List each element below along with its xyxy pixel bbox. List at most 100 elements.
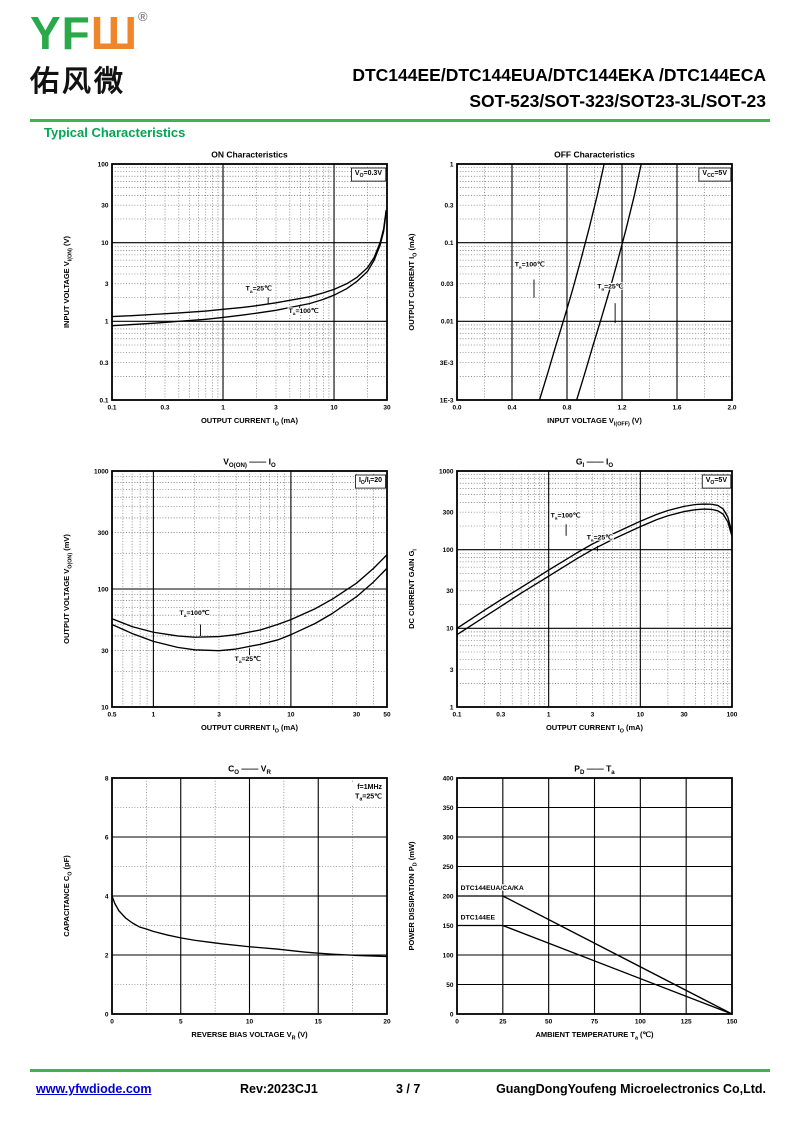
svg-text:50: 50 bbox=[545, 1019, 553, 1026]
svg-text:150: 150 bbox=[727, 1019, 738, 1026]
svg-text:125: 125 bbox=[681, 1019, 692, 1026]
chart-canvas: 0 25 50 75 100 125 150 0 50 100 150 200 250 300 350 400… bbox=[407, 764, 738, 1042]
svg-text:f=1MHz: f=1MHz bbox=[357, 784, 382, 791]
y-tick-labels: 0 2 4 6 8 bbox=[105, 775, 109, 1018]
svg-text:5: 5 bbox=[179, 1019, 183, 1026]
svg-text:0.5: 0.5 bbox=[107, 712, 116, 719]
y-tick-labels: 1E-3 3E-3 0.01 0.03 0.1 0.3 1 bbox=[440, 161, 454, 404]
svg-text:30: 30 bbox=[353, 712, 361, 719]
series-label: Ta=25℃ bbox=[246, 285, 272, 295]
svg-text:4: 4 bbox=[105, 893, 109, 900]
x-tick-labels: 0 25 50 75 100 125 150 bbox=[455, 1019, 738, 1026]
series-ta-100c bbox=[456, 503, 733, 629]
svg-text:0.8: 0.8 bbox=[562, 405, 571, 412]
logo-text-orange: Ш bbox=[90, 7, 139, 59]
chart-title: CO —— VR bbox=[228, 764, 271, 777]
series-label: Ta=25℃ bbox=[587, 533, 613, 543]
y-axis-label: INPUT VOLTAGE VI(ON) (V) bbox=[62, 235, 73, 328]
y-tick-labels: 0.1 0.3 1 3 10 30 100 bbox=[98, 161, 109, 404]
svg-text:100: 100 bbox=[727, 712, 738, 719]
svg-text:1000: 1000 bbox=[439, 468, 454, 475]
svg-text:2: 2 bbox=[105, 952, 109, 959]
svg-text:3E-3: 3E-3 bbox=[440, 360, 454, 367]
condition-annotation: VO=0.3V bbox=[351, 167, 387, 182]
section-title: Typical Characteristics bbox=[44, 125, 186, 140]
svg-text:0.1: 0.1 bbox=[107, 405, 116, 412]
svg-text:1.6: 1.6 bbox=[672, 405, 681, 412]
y-axis-label: OUTPUT VOLTAGE VO(ON) (mV) bbox=[62, 534, 73, 644]
chart-canvas: 0.0 0.4 0.8 1.2 1.6 2.0 1E-3 3E-3 0.01 0.03 0.1 0.3… bbox=[407, 150, 737, 428]
chart-off-characteristics: 0.0 0.4 0.8 1.2 1.6 2.0 1E-3 3E-3 0.01 0.03 0.1 0.3… bbox=[401, 148, 746, 440]
svg-text:30: 30 bbox=[383, 405, 391, 412]
svg-text:300: 300 bbox=[443, 834, 454, 841]
website-link[interactable]: www.yfwdiode.com bbox=[36, 1082, 152, 1096]
chart-canvas: 0.1 0.3 1 3 10 30 0.1 0.3 1 3 10 30 100 OUTPUT CURREN… bbox=[62, 150, 391, 428]
series-ta-100c bbox=[111, 211, 387, 327]
svg-text:3: 3 bbox=[591, 712, 595, 719]
chart-title: GI —— IO bbox=[576, 457, 613, 470]
svg-text:0.01: 0.01 bbox=[441, 319, 454, 326]
yfw-logo: YFШ® 佑风微 bbox=[30, 10, 149, 100]
svg-text:3: 3 bbox=[105, 281, 109, 288]
svg-text:1000: 1000 bbox=[94, 468, 109, 475]
series-label: Ta=100℃ bbox=[551, 512, 581, 522]
svg-text:0.1: 0.1 bbox=[99, 397, 108, 404]
series-ta-25c bbox=[111, 209, 387, 318]
series-ta-25c bbox=[456, 508, 733, 636]
svg-text:0.3: 0.3 bbox=[160, 405, 169, 412]
svg-text:20: 20 bbox=[383, 1019, 391, 1026]
svg-text:0.3: 0.3 bbox=[496, 712, 505, 719]
svg-text:10: 10 bbox=[101, 704, 109, 711]
logo-wordmark: YFШ® bbox=[30, 10, 149, 57]
svg-text:VO=0.3V: VO=0.3V bbox=[355, 170, 382, 179]
package-types-title: SOT-523/SOT-323/SOT23-3L/SOT-23 bbox=[469, 91, 766, 112]
series-label: Ta=25℃ bbox=[235, 655, 261, 665]
page-number: 3 / 7 bbox=[396, 1082, 421, 1096]
chart-canvas: 0.5 1 3 10 30 50 10 30 100 300 1000 OUTPUT CURRENT … bbox=[62, 457, 391, 735]
svg-text:0.03: 0.03 bbox=[441, 281, 454, 288]
svg-text:100: 100 bbox=[635, 1019, 646, 1026]
series-ta-25c bbox=[111, 567, 388, 652]
series-ta-100c bbox=[538, 163, 605, 401]
logo-chinese-name: 佑风微 bbox=[30, 65, 127, 98]
svg-text:400: 400 bbox=[443, 775, 454, 782]
svg-text:10: 10 bbox=[246, 1019, 254, 1026]
svg-text:1: 1 bbox=[450, 704, 454, 711]
y-axis-label: OUTPUT CURRENT IO (mA) bbox=[407, 233, 418, 331]
chart-canvas: 0 5 10 15 20 0 2 4 6 8 REVERSE BIAS VOLTAGE VR (V)… bbox=[62, 764, 391, 1042]
svg-text:IO/II=20: IO/II=20 bbox=[359, 477, 382, 486]
series-label: DTC144EUA/CA/KA bbox=[461, 885, 524, 892]
chart-canvas: 0.1 0.3 1 3 10 30 100 1 3 10 30 100 300 1000 OUTPUT CU… bbox=[407, 457, 738, 735]
grid bbox=[457, 164, 732, 400]
svg-text:8: 8 bbox=[105, 775, 109, 782]
svg-text:1: 1 bbox=[105, 319, 109, 326]
svg-text:10: 10 bbox=[101, 240, 109, 247]
svg-text:30: 30 bbox=[101, 202, 109, 209]
x-axis-label: REVERSE BIAS VOLTAGE VR (V) bbox=[191, 1030, 308, 1041]
svg-text:2.0: 2.0 bbox=[727, 405, 736, 412]
document-title: DTC144EE/DTC144EUA/DTC144EKA /DTC144ECA … bbox=[352, 62, 766, 115]
svg-text:300: 300 bbox=[443, 509, 454, 516]
series-label: Ta=100℃ bbox=[515, 260, 545, 270]
svg-text:100: 100 bbox=[98, 161, 109, 168]
chart-title: VO(ON) —— IO bbox=[223, 457, 276, 470]
svg-text:10: 10 bbox=[330, 405, 338, 412]
chart-title: OFF Characteristics bbox=[554, 150, 635, 160]
svg-text:50: 50 bbox=[383, 712, 391, 719]
svg-text:0: 0 bbox=[110, 1019, 114, 1026]
svg-text:0.3: 0.3 bbox=[444, 202, 453, 209]
svg-text:10: 10 bbox=[287, 712, 295, 719]
svg-text:15: 15 bbox=[315, 1019, 323, 1026]
plot-border bbox=[111, 470, 388, 708]
company-name: GuangDongYoufeng Microelectronics Co,Ltd… bbox=[496, 1082, 766, 1096]
svg-text:0: 0 bbox=[105, 1011, 109, 1018]
svg-text:1E-3: 1E-3 bbox=[440, 397, 454, 404]
chart-on-characteristics: 0.1 0.3 1 3 10 30 0.1 0.3 1 3 10 30 100 OUTPUT CURREN… bbox=[56, 148, 401, 440]
svg-text:250: 250 bbox=[443, 864, 454, 871]
x-tick-labels: 0 5 10 15 20 bbox=[110, 1019, 391, 1026]
svg-text:10: 10 bbox=[446, 626, 454, 633]
plot-border bbox=[456, 470, 733, 708]
svg-text:1.2: 1.2 bbox=[617, 405, 626, 412]
svg-text:50: 50 bbox=[446, 982, 454, 989]
